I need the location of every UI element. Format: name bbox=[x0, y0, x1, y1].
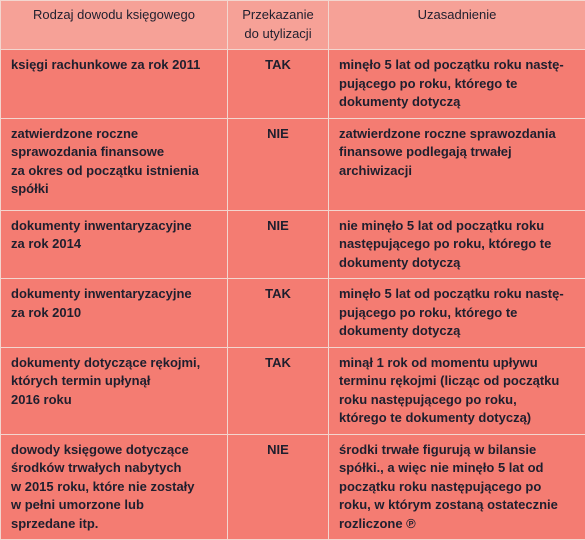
cell-line: w pełni umorzone lub bbox=[11, 496, 217, 515]
cell-line: za rok 2010 bbox=[11, 304, 217, 323]
cell-line: zatwierdzone roczne bbox=[11, 125, 217, 144]
cell-line: w 2015 roku, które nie zostały bbox=[11, 478, 217, 497]
cell-line: rozliczone ℗ bbox=[339, 515, 575, 534]
cell-line: dokumenty inwentaryzacyjne bbox=[11, 217, 217, 236]
table-cell: TAK bbox=[228, 347, 329, 434]
table-cell: TAK bbox=[228, 279, 329, 348]
header-cell: Rodzaj dowodu księgowego bbox=[1, 1, 228, 50]
table-cell: NIE bbox=[228, 210, 329, 279]
table-row: dokumenty dotyczące rękojmi,których term… bbox=[1, 347, 585, 434]
cell-line: zatwierdzone roczne sprawozdania bbox=[339, 125, 575, 144]
cell-line: dowody księgowe dotyczące bbox=[11, 441, 217, 460]
table-cell: minęło 5 lat od początku roku nastę-pują… bbox=[329, 50, 585, 119]
cell-line: dokumenty dotyczą bbox=[339, 254, 575, 273]
cell-line: spółki., a więc nie minęło 5 lat od bbox=[339, 459, 575, 478]
cell-line: dokumenty dotyczą bbox=[339, 93, 575, 112]
cell-line: TAK bbox=[238, 285, 318, 304]
cell-line: za rok 2014 bbox=[11, 235, 217, 254]
cell-line: sprawozdania finansowe bbox=[11, 143, 217, 162]
cell-line: początku roku następującego po bbox=[339, 478, 575, 497]
cell-line: którego te dokumenty dotyczą) bbox=[339, 409, 575, 428]
cell-line: TAK bbox=[238, 354, 318, 373]
table-cell: NIE bbox=[228, 118, 329, 210]
table-row: księgi rachunkowe za rok 2011 TAK minęło 5… bbox=[1, 50, 585, 119]
cell-line: księgi rachunkowe za rok 2011 bbox=[11, 56, 217, 75]
cell-line: NIE bbox=[238, 441, 318, 460]
cell-line: następującego po roku, którego te bbox=[339, 235, 575, 254]
cell-line: środki trwałe figurują w bilansie bbox=[339, 441, 575, 460]
table-cell: dokumenty dotyczące rękojmi,których term… bbox=[1, 347, 228, 434]
cell-line: Uzasadnienie bbox=[339, 6, 575, 25]
cell-line: 2016 roku bbox=[11, 391, 217, 410]
cell-line: minęło 5 lat od początku roku nastę- bbox=[339, 56, 575, 75]
cell-line: środków trwałych nabytych bbox=[11, 459, 217, 478]
cell-line: dokumenty dotyczące rękojmi, bbox=[11, 354, 217, 373]
cell-line: nie minęło 5 lat od początku roku bbox=[339, 217, 575, 236]
table-cell: minęło 5 lat od początku roku nastę-pują… bbox=[329, 279, 585, 348]
cell-line: pującego po roku, którego te bbox=[339, 75, 575, 94]
table-cell: księgi rachunkowe za rok 2011 bbox=[1, 50, 228, 119]
cell-line: TAK bbox=[238, 56, 318, 75]
cell-line: Rodzaj dowodu księgowego bbox=[11, 6, 217, 25]
cell-line: terminu rękojmi (licząc od początku bbox=[339, 372, 575, 391]
cell-line: do utylizacji bbox=[238, 25, 318, 44]
cell-line: spółki bbox=[11, 180, 217, 199]
cell-line: roku następującego po roku, bbox=[339, 391, 575, 410]
cell-line: Przekazanie bbox=[238, 6, 318, 25]
cell-line: pującego po roku, którego te bbox=[339, 304, 575, 323]
cell-line: NIE bbox=[238, 217, 318, 236]
cell-line: minął 1 rok od momentu upływu bbox=[339, 354, 575, 373]
cell-line: archiwizacji bbox=[339, 162, 575, 181]
cell-line: dokumenty dotyczą bbox=[339, 322, 575, 341]
cell-line: których termin upłynął bbox=[11, 372, 217, 391]
cell-line: roku, w którym zostaną ostatecznie bbox=[339, 496, 575, 515]
cell-line: za okres od początku istnienia bbox=[11, 162, 217, 181]
cell-line: minęło 5 lat od początku roku nastę- bbox=[339, 285, 575, 304]
cell-line: NIE bbox=[238, 125, 318, 144]
table-cell: NIE bbox=[228, 434, 329, 540]
cell-line: dokumenty inwentaryzacyjne bbox=[11, 285, 217, 304]
cell-line: sprzedane itp. bbox=[11, 515, 217, 534]
cell-line: finansowe podlegają trwałej bbox=[339, 143, 575, 162]
header-cell: Uzasadnienie bbox=[329, 1, 585, 50]
table-cell: TAK bbox=[228, 50, 329, 119]
